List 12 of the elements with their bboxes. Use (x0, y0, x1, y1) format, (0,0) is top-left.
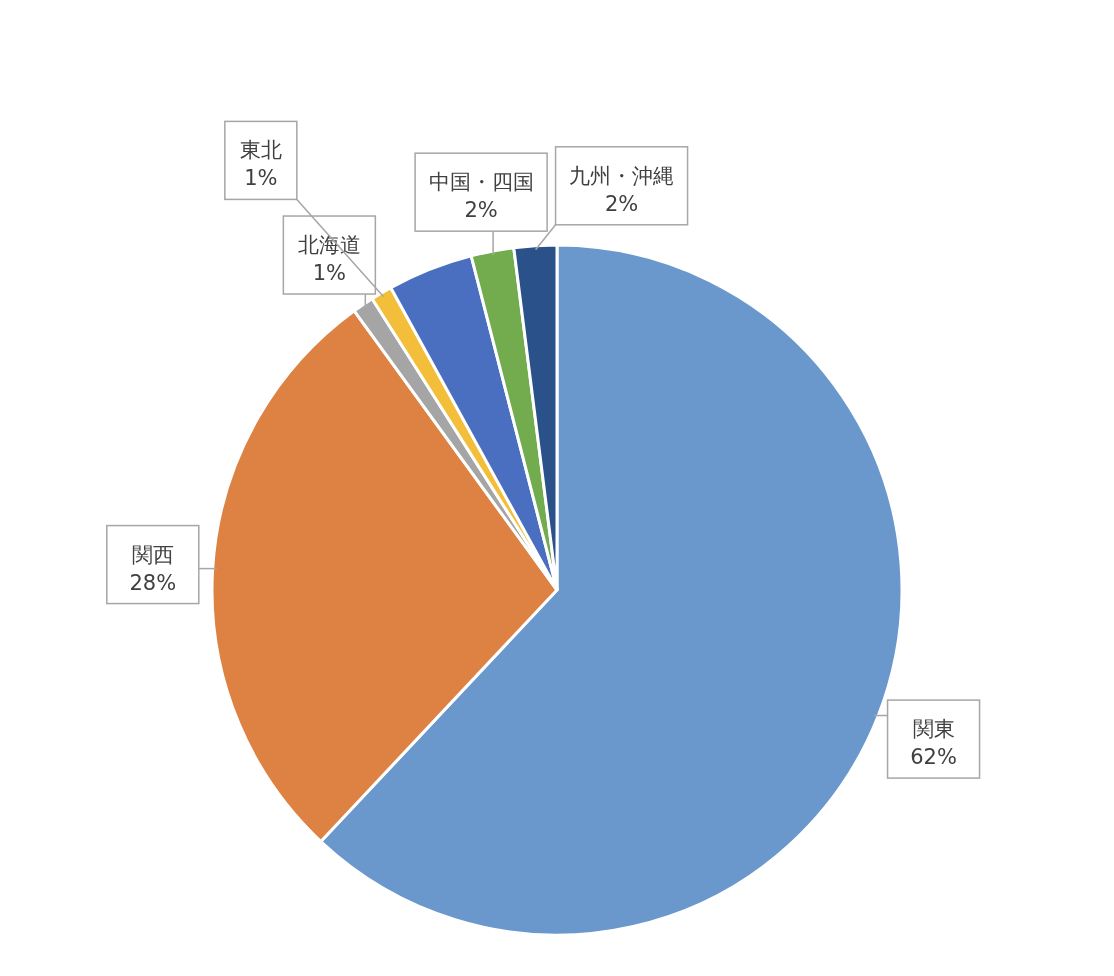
slice-label: 中国・四国 (428, 170, 534, 195)
slice-label: 関東 (912, 717, 955, 742)
slice-label: 東北 (239, 138, 282, 163)
data-label: 2% (604, 191, 639, 216)
data-label: 28% (129, 570, 177, 595)
slice-label: 関西 (131, 542, 174, 567)
data-label: 62% (910, 745, 957, 770)
slice-label: 九州・沖縄 (569, 163, 675, 188)
data-label: 1% (312, 261, 347, 286)
slice-label: 北海道 (297, 233, 361, 258)
data-label: 2% (464, 198, 498, 223)
data-label: 1% (244, 166, 278, 191)
